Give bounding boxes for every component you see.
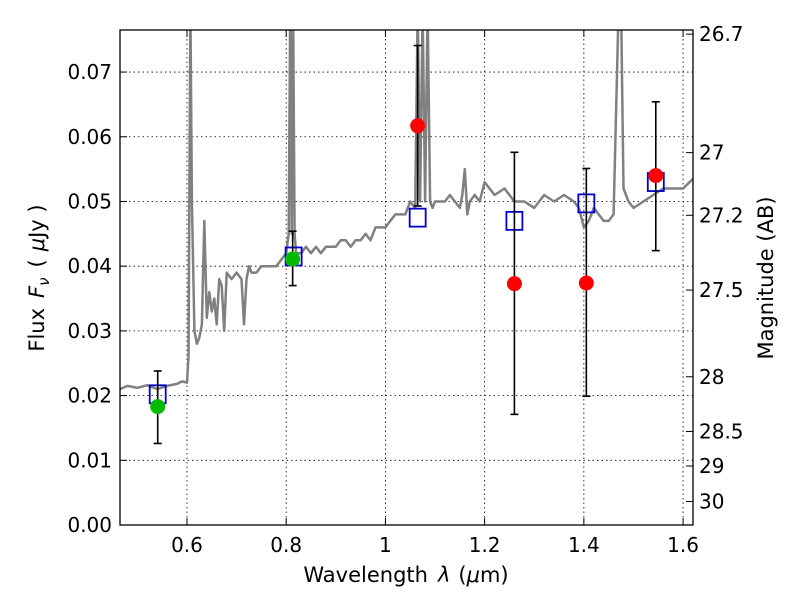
y2-tick-label: 27 — [699, 141, 724, 165]
x-tick-label: 1.4 — [568, 533, 600, 557]
y2-tick-label: 29 — [699, 454, 724, 478]
y-tick-label: 0.01 — [67, 448, 112, 472]
y-tick-label: 0.02 — [67, 384, 112, 408]
x-axis-label: Wavelength λ (μm) — [303, 563, 508, 587]
y-tick-label: 0.03 — [67, 319, 112, 343]
spectrum-line — [120, 30, 693, 391]
y-tick-label: 0.04 — [67, 254, 112, 278]
red-point — [410, 118, 426, 134]
red-point — [648, 168, 664, 184]
y2-tick-label: 26.7 — [699, 22, 744, 46]
red-point — [506, 276, 522, 292]
y2-tick-label: 27.5 — [699, 278, 744, 302]
model-box — [408, 207, 427, 228]
y-axis-label: FluxFν(μJy ) — [25, 204, 53, 351]
y2-tick-label: 28 — [699, 365, 724, 389]
y2-tick-label: 28.5 — [699, 419, 744, 443]
green-point — [150, 399, 166, 415]
axes: 0.6 0.8 1 1.2 1.4 1.6 0.00 0.01 0.02 0.03 0.04 0.05… — [67, 22, 743, 557]
x-tick-label: 1.6 — [667, 533, 699, 557]
y-tick-label: 0.06 — [67, 125, 112, 149]
x-tick-label: 1.2 — [469, 533, 501, 557]
plot-frame — [119, 29, 694, 526]
x-tick-label: 1 — [379, 533, 392, 557]
x-tick-label: 0.8 — [270, 533, 302, 557]
plot-area — [120, 30, 693, 445]
red-point — [578, 275, 594, 291]
y-tick-label: 0.00 — [67, 513, 112, 537]
y-tick-label: 0.07 — [67, 60, 112, 84]
green-point — [285, 251, 301, 267]
y2-axis-label: Magnitude (AB) — [754, 196, 778, 359]
y2-tick-label: 27.2 — [699, 203, 744, 227]
x-tick-label: 0.6 — [171, 533, 203, 557]
y-tick-label: 0.05 — [67, 189, 112, 213]
y2-tick-label: 30 — [699, 490, 724, 514]
